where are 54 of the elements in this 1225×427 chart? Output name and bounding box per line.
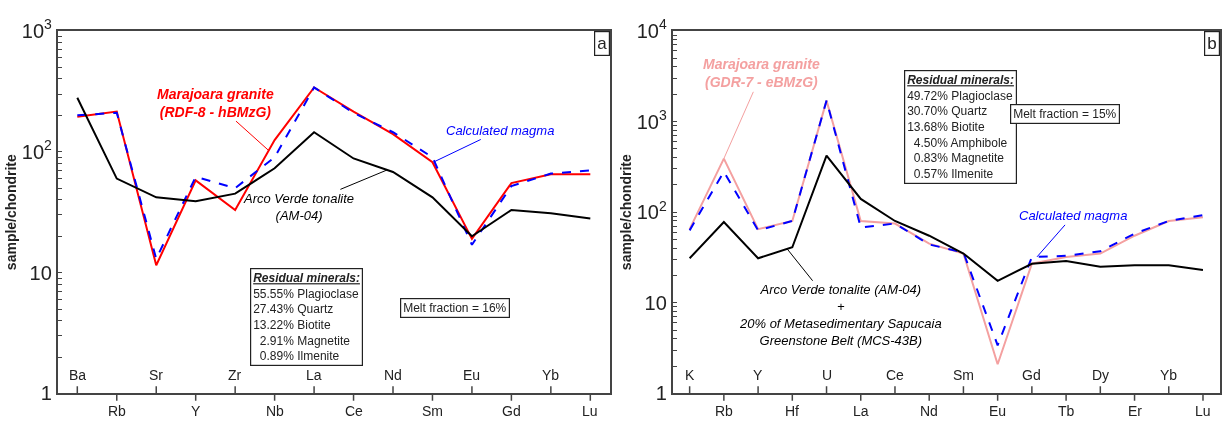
legend-label: Arco Verde tonalite (AM-04)	[243, 191, 355, 223]
annotation: Melt fraction = 16%	[403, 301, 507, 316]
y-tick-label: 10$^{3}$	[21, 16, 53, 42]
series-label: Calculated magma	[446, 123, 555, 138]
y-tick-label: 10$^{2}$	[636, 197, 667, 224]
annotation: Melt fraction = 15%	[1013, 107, 1117, 122]
x-tick-label: Lu	[582, 403, 598, 419]
annotation: Residual minerals: 49.72% Plagioclase 30.70% Quartz 13.68% Biotite 4.50% Amphibole 0.83% Magnetite 0.57% Ilmenite	[907, 73, 1014, 181]
x-tick-label: U	[822, 367, 833, 383]
x-tick-label: Sm	[422, 403, 443, 419]
x-tick-label: Sr	[149, 367, 164, 383]
y-tick-label: 10$^{2}$	[21, 137, 53, 163]
y-axis-title: sample/chondrite	[617, 154, 634, 271]
x-tick-label: Dy	[1092, 367, 1110, 383]
y-tick-label: 10	[644, 291, 667, 314]
x-tick-label: Gd	[502, 403, 521, 419]
x-tick-label: Hf	[785, 403, 800, 419]
x-tick-label: Er	[1128, 403, 1143, 419]
y-tick-label: 1	[655, 382, 667, 405]
x-tick-label: Yb	[1160, 367, 1178, 383]
y-tick-label: 1	[40, 382, 52, 405]
x-tick-label: Lu	[1195, 403, 1211, 419]
x-tick-label: Nd	[920, 403, 938, 419]
annotation: Residual minerals: 55.55% Plagioclase 27.43% Quartz 13.22% Biotite 2.91% Magnetite 0.89% Ilmenite	[253, 271, 360, 364]
x-tick-label: Nb	[266, 403, 285, 419]
x-tick-label: Rb	[715, 403, 734, 419]
series-label: Marajoara granite (RDF-8 - hBMzG)	[157, 86, 274, 121]
x-tick-label: Y	[191, 403, 201, 419]
x-tick-label: Ce	[886, 367, 905, 383]
x-tick-label: La	[853, 403, 869, 419]
x-tick-label: La	[306, 367, 322, 383]
x-tick-label: Eu	[463, 367, 481, 383]
x-tick-label: Zr	[228, 367, 242, 383]
y-tick-label: 10	[29, 261, 52, 284]
x-tick-label: Tb	[1058, 403, 1075, 419]
x-tick-label: Nd	[384, 367, 402, 383]
x-tick-label: Ce	[345, 403, 364, 419]
y-axis-title: sample/chondrite	[2, 154, 19, 271]
x-tick-label: K	[685, 367, 695, 383]
x-tick-label: Rb	[108, 403, 127, 419]
x-tick-label: Yb	[542, 367, 560, 383]
series-label: Marajoara granite (GDR-7 - eBMzG)	[703, 56, 820, 91]
x-tick-label: Ba	[69, 367, 87, 383]
series-label: Calculated magma	[1019, 208, 1128, 223]
text: Arco Verde tonalite (AM-04) + 20% of Metasedimentary Sapucaia Greenstone Belt (MCS-43B)	[739, 282, 942, 348]
x-tick-label: Y	[753, 367, 763, 383]
y-tick-label: 10$^{4}$	[636, 16, 667, 42]
x-tick-label: Sm	[953, 367, 974, 383]
y-tick-label: 10$^{3}$	[636, 107, 667, 133]
x-tick-label: Gd	[1022, 367, 1041, 383]
x-tick-label: Eu	[989, 403, 1007, 419]
annotation: b	[1207, 34, 1217, 54]
annotation: a	[597, 34, 608, 54]
line-series	[688, 154, 1204, 282]
